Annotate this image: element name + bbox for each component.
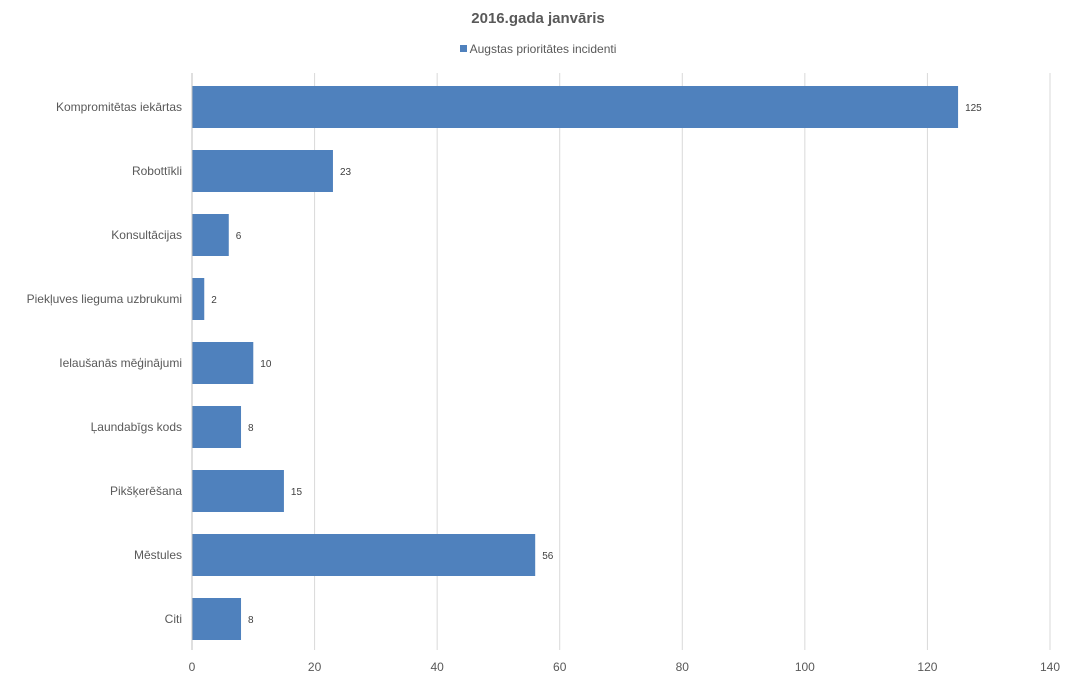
bar-1: [192, 150, 333, 192]
data-label-1: 23: [340, 167, 352, 178]
legend: Augstas prioritātes incidenti: [0, 42, 1076, 56]
data-label-8: 8: [248, 615, 254, 626]
x-tick-label-1: 20: [308, 660, 322, 674]
x-tick-label-2: 40: [430, 660, 444, 674]
data-label-6: 15: [291, 487, 303, 498]
data-label-0: 125: [965, 103, 982, 114]
data-label-5: 8: [248, 423, 254, 434]
category-label-4: Ielaušanās mēģinājumi: [59, 356, 182, 370]
chart-title: 2016.gada janvāris: [471, 10, 605, 27]
category-label-5: Ļaundabīgs kods: [91, 420, 182, 434]
category-label-8: Citi: [165, 612, 182, 626]
bar-5: [192, 406, 242, 448]
x-tick-label-0: 0: [189, 660, 196, 674]
category-label-0: Kompromitētas iekārtas: [56, 100, 182, 114]
data-label-7: 56: [542, 551, 554, 562]
bar-2: [192, 214, 229, 256]
bar-0: [192, 86, 959, 128]
category-label-7: Mēstules: [134, 548, 182, 562]
bar-3: [192, 278, 205, 320]
data-label-3: 2: [211, 295, 217, 306]
category-label-3: Piekļuves lieguma uzbrukumi: [27, 292, 182, 306]
category-label-2: Konsultācijas: [111, 228, 182, 242]
data-label-4: 10: [260, 359, 272, 370]
x-tick-label-4: 80: [676, 660, 690, 674]
legend-swatch: [459, 45, 467, 52]
bar-6: [192, 470, 284, 512]
legend-label: Augstas prioritātes incidenti: [469, 42, 617, 56]
category-label-6: Pikšķerēšana: [110, 484, 182, 498]
category-label-1: Robottīkli: [132, 164, 182, 178]
x-tick-label-3: 60: [553, 660, 567, 674]
bar-4: [192, 342, 254, 384]
bar-7: [192, 534, 536, 576]
x-tick-label-7: 140: [1040, 660, 1060, 674]
data-label-2: 6: [236, 231, 242, 242]
x-tick-label-5: 100: [795, 660, 815, 674]
x-tick-label-6: 120: [917, 660, 937, 674]
bar-8: [192, 598, 242, 640]
